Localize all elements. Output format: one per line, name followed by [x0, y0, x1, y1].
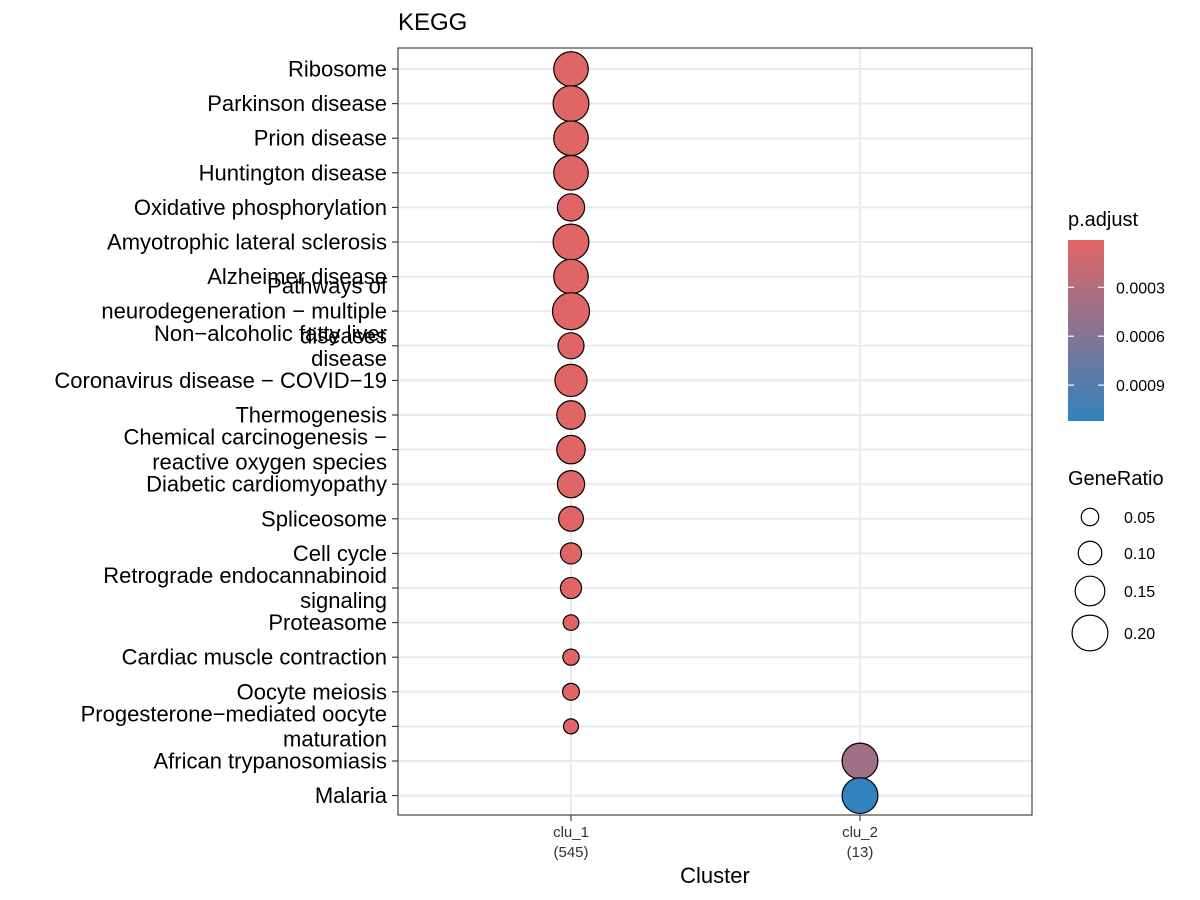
dot-point: [558, 505, 584, 532]
y-tick-label: Diabetic cardiomyopathy: [146, 472, 387, 497]
x-axis-title: Cluster: [680, 863, 750, 888]
y-tick-label: African trypanosomiasis: [153, 749, 387, 774]
size-legend-label: 0.05: [1124, 510, 1155, 527]
dot-points: [551, 51, 879, 815]
x-axis: clu_1 (545) clu_2 (13): [553, 815, 878, 861]
dot-point: [561, 682, 581, 701]
y-axis: Ribosome Parkinson disease Prion disease Hu…: [54, 57, 398, 808]
y-tick-label: Proteasome: [268, 610, 387, 635]
dot-point: [562, 614, 580, 632]
plot-panel: [398, 48, 1032, 815]
y-tick-label: Malaria: [315, 783, 388, 808]
dot-point: [553, 258, 589, 295]
x-tick-count: (545): [553, 844, 588, 861]
y-tick-label: Coronavirus disease − COVID−19: [54, 368, 387, 393]
y-tick-label: Thermogenesis: [235, 403, 387, 428]
dot-point: [841, 742, 879, 780]
dot-point: [553, 154, 589, 191]
y-tick-label: Cardiac muscle contraction: [122, 645, 387, 670]
dot-point: [559, 542, 583, 565]
y-tick-label: Spliceosome: [261, 506, 387, 531]
y-tick-label: Chemical carcinogenesis −: [123, 425, 387, 450]
size-legend-circle: [1080, 507, 1100, 527]
size-legend-label: 0.15: [1124, 584, 1155, 601]
color-legend-label: 0.0006: [1116, 329, 1165, 346]
dot-point: [559, 576, 583, 600]
size-legend-label: 0.10: [1124, 546, 1155, 563]
y-tick-label: Alzheimer disease: [207, 264, 387, 289]
y-tick-label: Ribosome: [288, 57, 387, 82]
dot-point: [553, 51, 589, 87]
dot-point: [562, 718, 580, 735]
y-tick-label: reactive oxygen species: [152, 450, 387, 475]
dot-point: [556, 193, 586, 222]
dot-point: [841, 777, 879, 815]
y-tick-label: Huntington disease: [199, 160, 387, 185]
dot-point: [554, 363, 588, 398]
y-tick-label: maturation: [283, 726, 387, 751]
color-legend-label: 0.0003: [1116, 280, 1165, 297]
y-tick-label: disease: [311, 346, 387, 371]
y-tick-label: Oocyte meiosis: [237, 679, 387, 704]
dot-point: [551, 292, 591, 331]
y-tick-label: Progesterone−mediated oocyte: [81, 701, 387, 726]
y-tick-label: Parkinson disease: [207, 91, 387, 116]
y-tick-label: Non−alcoholic fatty liver: [154, 321, 387, 346]
size-legend: GeneRatio 0.05 0.10 0.15 0.20: [1068, 468, 1164, 652]
y-tick-label: Cell cycle: [293, 541, 387, 566]
dot-point: [562, 648, 580, 666]
dot-point: [552, 85, 590, 123]
y-tick-label: neurodegeneration − multiple: [101, 299, 387, 324]
x-tick-count: (13): [847, 844, 874, 861]
plot-border: [397, 47, 1033, 816]
x-tick-label: clu_2: [842, 824, 878, 841]
size-legend-label: 0.20: [1124, 626, 1155, 643]
size-legend-circle: [1074, 575, 1106, 607]
chart-title: KEGG: [398, 9, 467, 36]
y-tick-label: Oxidative phosphorylation: [134, 195, 387, 220]
size-legend-circle: [1077, 540, 1103, 566]
y-tick-label: Retrograde endocannabinoid: [103, 563, 387, 588]
y-tick-label: signaling: [300, 588, 387, 613]
dot-point: [556, 469, 586, 499]
dot-point: [552, 223, 590, 261]
dot-point: [553, 120, 589, 157]
size-legend-circle: [1071, 614, 1109, 652]
color-legend-label: 0.0009: [1116, 378, 1165, 395]
dot-point: [557, 332, 585, 360]
dot-point: [556, 434, 586, 465]
size-legend-title: GeneRatio: [1068, 468, 1164, 490]
x-tick-label: clu_1: [553, 824, 589, 841]
y-tick-label: Prion disease: [254, 126, 387, 151]
y-tick-label: diseases: [300, 324, 387, 349]
color-legend-bar: [1068, 240, 1104, 421]
color-legend: p.adjust 0.0003 0.0006 0.0009: [1068, 209, 1165, 421]
color-legend-title: p.adjust: [1068, 209, 1138, 231]
y-tick-label: Pathways of: [267, 274, 388, 299]
dot-point: [556, 400, 586, 430]
y-tick-label: Amyotrophic lateral sclerosis: [107, 230, 387, 255]
